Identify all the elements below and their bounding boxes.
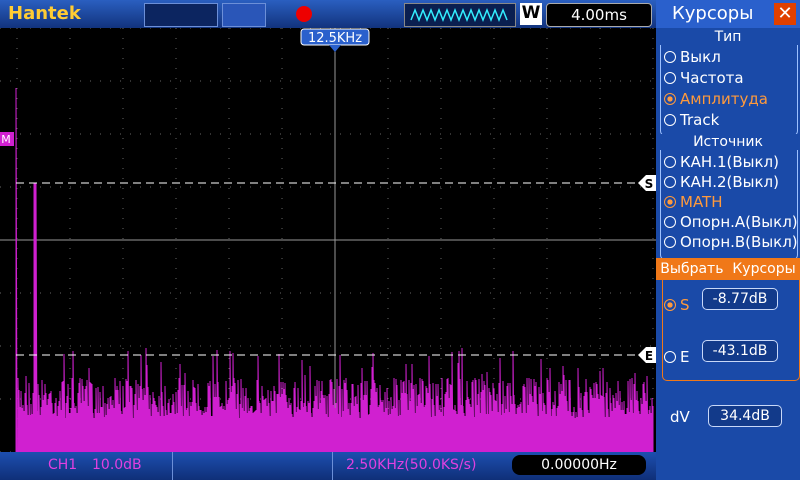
option[interactable]: КАН.2(Выкл)	[664, 173, 779, 191]
option[interactable]: Опорн.А(Выкл)	[664, 213, 798, 231]
trigger-marker: 12.5KHz	[308, 31, 362, 46]
trigger-arrow	[329, 45, 341, 52]
radio	[664, 351, 676, 363]
close-button[interactable]: ✕	[774, 3, 796, 25]
divider	[332, 452, 333, 480]
delta-value: 34.4dB	[708, 405, 782, 427]
option-label: Частота	[680, 69, 744, 87]
option-label: Опорн.А(Выкл)	[680, 213, 798, 231]
cursor-marker: E	[645, 349, 653, 363]
option[interactable]: Частота	[664, 69, 744, 87]
radio	[664, 216, 676, 228]
radio	[664, 93, 676, 105]
toolbar: Hantek W 4.00ms	[0, 0, 656, 28]
sample-rate: 2.50KHz(50.0KS/s)	[346, 457, 477, 473]
option-label: MATH	[680, 193, 723, 211]
radio	[664, 299, 676, 311]
brand: Hantek	[8, 3, 81, 24]
blank-box	[222, 3, 266, 27]
select-cursor[interactable]: Выбрать Курсоры	[656, 258, 800, 280]
mode: W	[520, 3, 542, 25]
cursor-name: E	[680, 348, 690, 366]
wave-icon-line	[410, 7, 508, 23]
radio	[664, 196, 676, 208]
trigger-wave	[404, 3, 516, 27]
channel: CH1	[48, 457, 78, 473]
math-tag	[0, 132, 14, 146]
cursor-option[interactable]: E	[664, 348, 689, 366]
option-label: КАН.1(Выкл)	[680, 153, 779, 171]
radio	[664, 114, 676, 126]
radio	[664, 156, 676, 168]
panel-header: Курсоры ✕	[656, 0, 800, 28]
option[interactable]: Выкл	[664, 48, 721, 66]
option-label: Амплитуда	[680, 90, 768, 108]
option-label: Выкл	[680, 48, 721, 66]
option[interactable]: КАН.1(Выкл)	[664, 153, 779, 171]
option[interactable]: Track	[664, 111, 719, 129]
radio	[664, 176, 676, 188]
frequency: 0.00000Hz	[512, 455, 646, 475]
type-label: Тип	[656, 29, 800, 45]
radio	[664, 72, 676, 84]
cursor-value: -43.1dB	[702, 340, 778, 362]
option[interactable]: MATH	[664, 193, 722, 211]
cursor-value: -8.77dB	[702, 288, 778, 310]
cursor-option[interactable]: S	[664, 296, 690, 314]
option[interactable]: Амплитуда	[664, 90, 768, 108]
divider	[172, 452, 173, 480]
record-indicator[interactable]	[296, 6, 312, 22]
screen: S E M 12.5KHz	[0, 28, 656, 452]
cursor-marker: S	[645, 177, 654, 191]
scale: 10.0dB	[92, 457, 142, 473]
option-label: КАН.2(Выкл)	[680, 173, 779, 191]
cursor-tag	[638, 175, 656, 191]
cursor-tag	[638, 347, 656, 363]
option[interactable]: Опорн.В(Выкл)	[664, 233, 798, 251]
radio	[664, 51, 676, 63]
cursor-name: S	[680, 296, 690, 314]
status-bar: CH1 10.0dB 2.50KHz(50.0KS/s) 0.00000Hz	[0, 452, 656, 480]
side-panel: Курсоры ✕ Тип Источник Выбрать Курсоры d…	[656, 0, 800, 480]
source-label-text: Источник	[689, 134, 767, 150]
panel-title: Курсоры	[672, 3, 754, 24]
radio	[664, 236, 676, 248]
option-label: Track	[680, 111, 720, 129]
option-label: Опорн.В(Выкл)	[680, 233, 798, 251]
source-label: Источник	[656, 134, 800, 150]
delta-label: dV	[670, 408, 690, 426]
timebase: 4.00ms	[546, 3, 652, 27]
channel-icons[interactable]	[144, 3, 218, 27]
math-marker: M	[1, 133, 11, 146]
wave-icon	[410, 7, 508, 23]
type-label-text: Тип	[710, 29, 746, 45]
spectrum-trace	[15, 87, 654, 452]
